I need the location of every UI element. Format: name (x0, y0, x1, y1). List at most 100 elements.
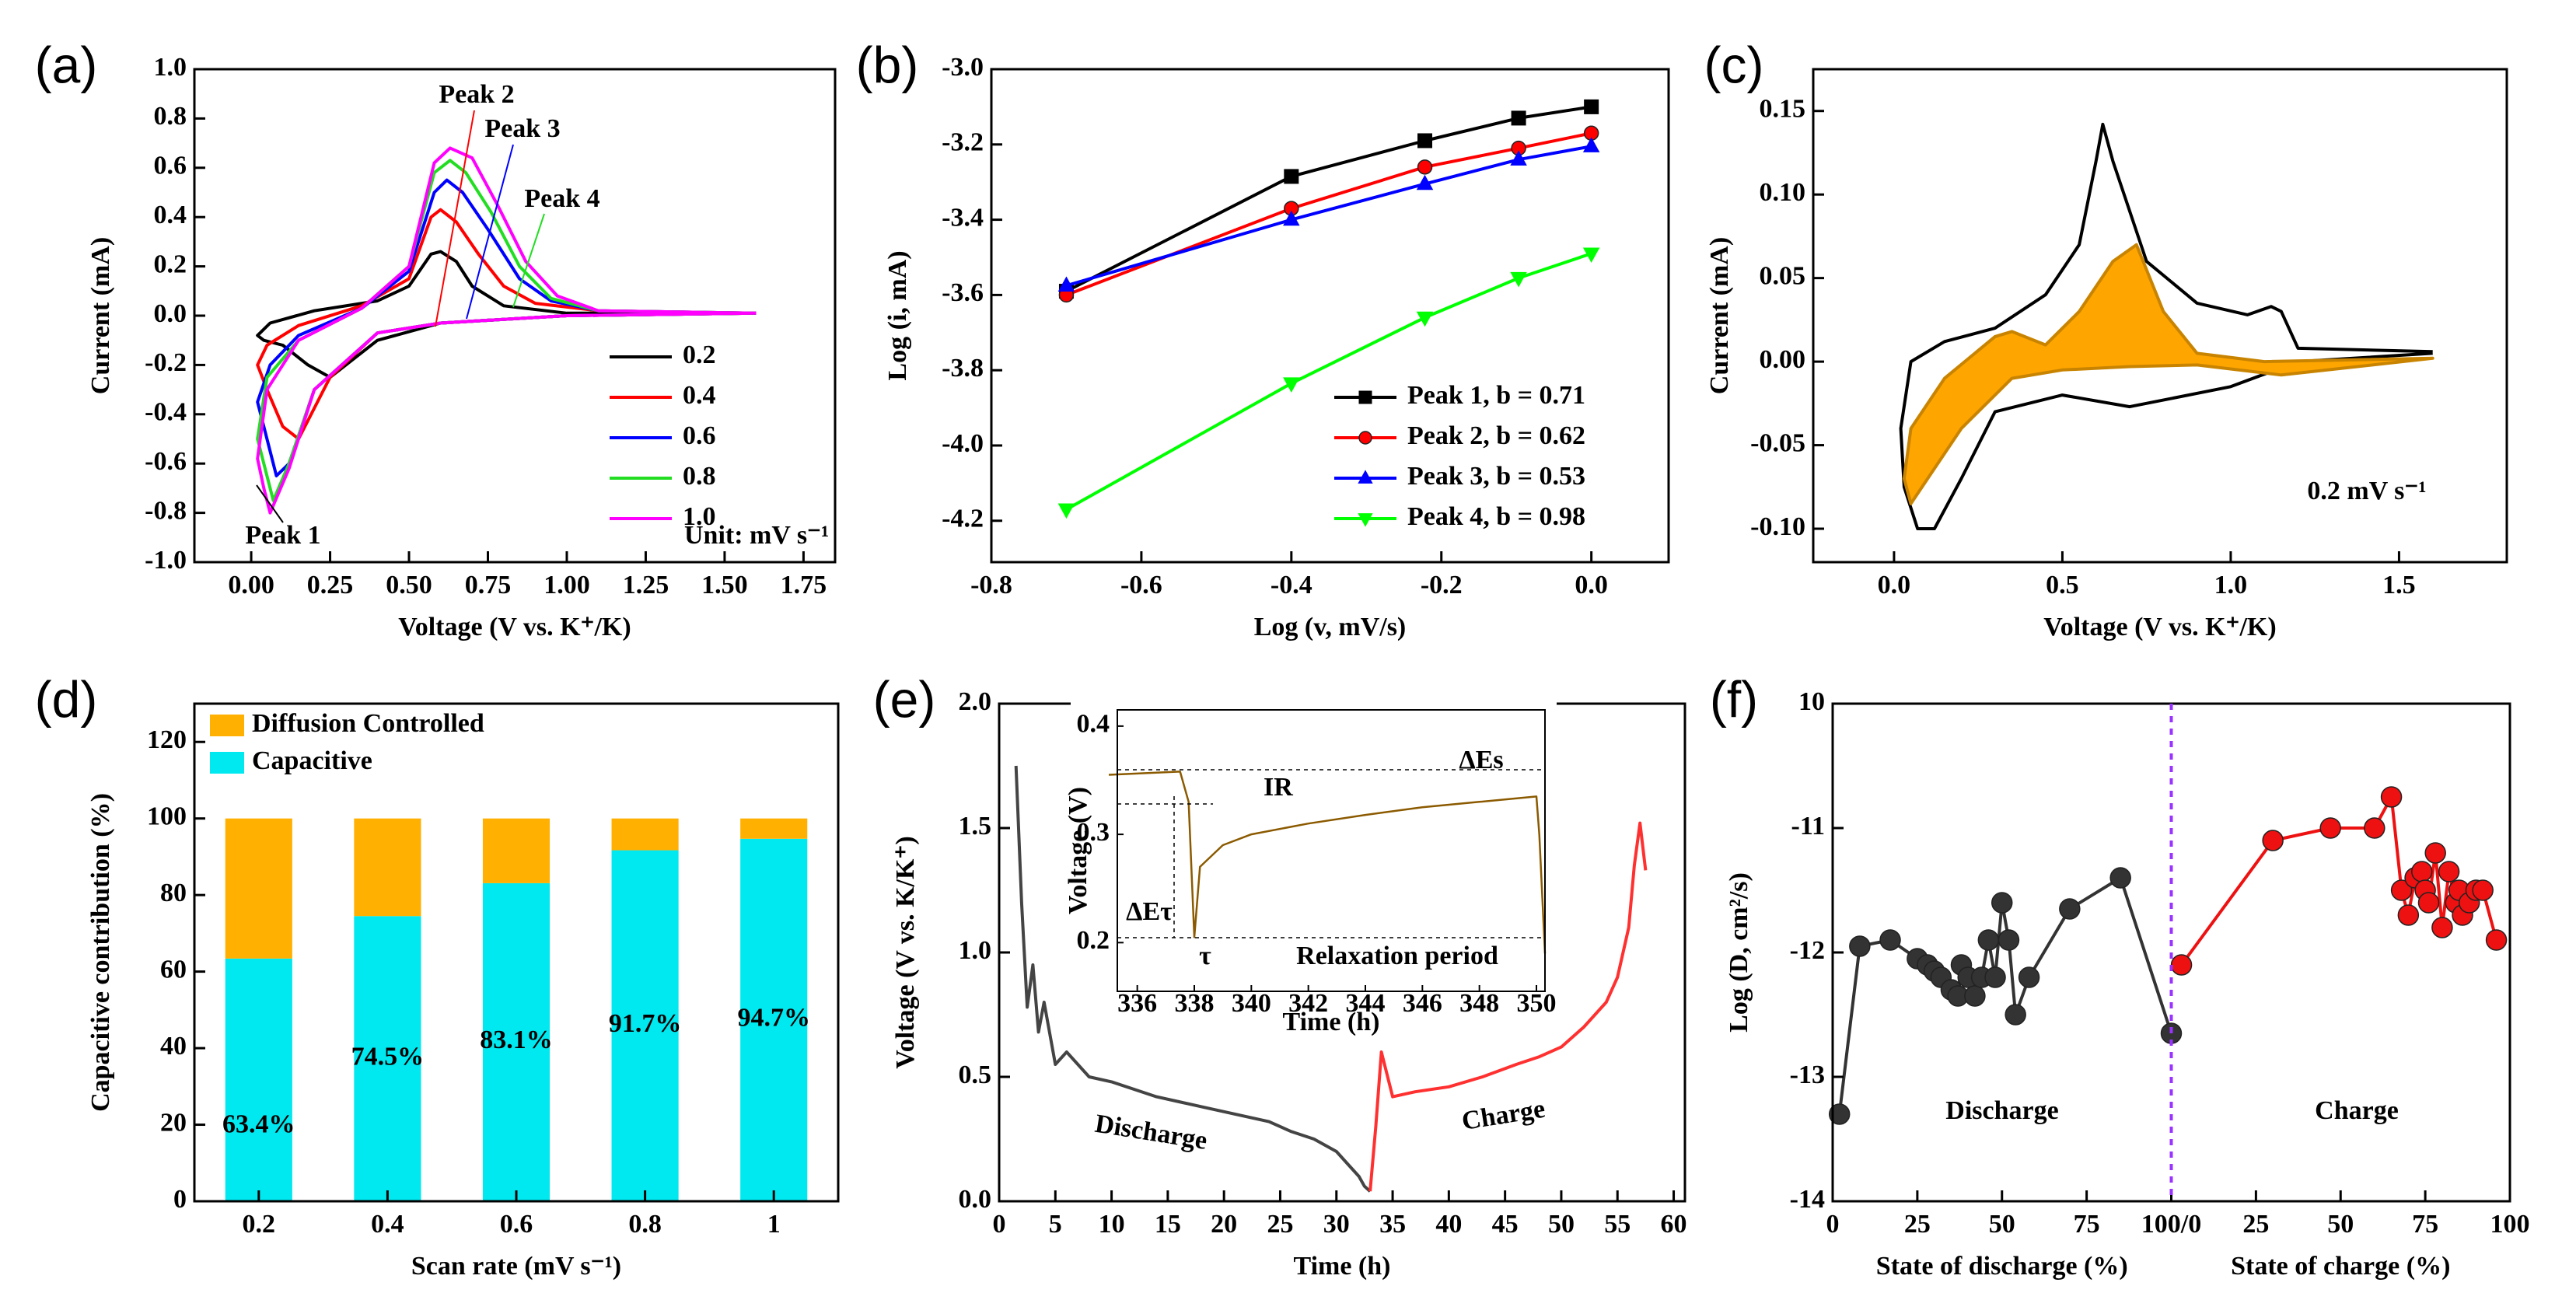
annotation: Discharge (1945, 1096, 2058, 1125)
marker (1510, 150, 1527, 166)
x-tick-label: 0 (1826, 1210, 1840, 1239)
legend-swatch (210, 715, 244, 736)
marker (2411, 861, 2433, 882)
marker (1057, 276, 1075, 292)
peak-arrow (256, 484, 284, 523)
x-tick-label: 20 (1211, 1210, 1237, 1239)
y-axis-label: Capacitive contribution (%) (86, 793, 115, 1112)
x-axis-label: Time (h) (1294, 1252, 1391, 1281)
annotation: Unit: mV s⁻¹ (684, 521, 829, 550)
legend-label: Peak 1, b = 0.71 (1407, 381, 1585, 410)
marker (1511, 110, 1526, 126)
marker (2262, 830, 2284, 851)
marker (1358, 470, 1373, 484)
x-tick-label: 25 (1904, 1210, 1931, 1239)
marker (1358, 431, 1372, 445)
y-tick-label: -11 (1791, 812, 1825, 840)
x-tick-label: 40 (1435, 1210, 1462, 1239)
marker (1991, 892, 2013, 914)
annotation: ΔEs (1459, 746, 1503, 774)
x2-axis-label: State of charge (%) (2231, 1252, 2450, 1281)
y-tick-label: -1.0 (145, 546, 187, 575)
marker (2390, 879, 2413, 901)
marker (2485, 929, 2508, 951)
y-tick-label: -0.6 (145, 447, 187, 476)
y-tick-label: 40 (160, 1032, 187, 1061)
y-tick-label: 120 (147, 725, 187, 754)
marker (1416, 311, 1434, 327)
x-tick-label: 340 (1232, 989, 1271, 1018)
bar-segment (354, 818, 421, 917)
panel-label: (f) (1710, 670, 1758, 728)
marker (1284, 169, 1299, 184)
plot-frame (1812, 68, 2508, 564)
legend-label: Peak 4, b = 0.98 (1407, 502, 1585, 531)
annotation: Relaxation period (1296, 942, 1498, 970)
annotation: Peak 4 (524, 184, 599, 213)
legend-label: 0.4 (683, 381, 716, 410)
marker (1977, 929, 2000, 951)
x-tick-label: -0.4 (1271, 571, 1312, 599)
y-axis-label: Voltage (V vs. K/K⁺) (891, 836, 920, 1068)
x-tick-label: 350 (1517, 989, 1557, 1018)
x-axis-label: Scan rate (mV s⁻¹) (411, 1252, 621, 1281)
marker (2364, 817, 2386, 839)
marker (1984, 966, 2006, 988)
x-tick-label: 0.75 (465, 571, 512, 599)
marker (2472, 879, 2494, 901)
marker (1057, 503, 1075, 519)
line (256, 146, 757, 515)
x-tick-label: 0.6 (500, 1210, 533, 1239)
y-tick-label: -3.2 (942, 128, 984, 157)
peak-arrow (512, 213, 545, 308)
panel-label: (c) (1704, 36, 1764, 93)
inset-background (1071, 702, 1557, 1038)
y-tick-label: 2.0 (959, 687, 992, 716)
y-tick-label: 0 (173, 1185, 187, 1214)
y-tick-label: 100 (147, 802, 187, 830)
y-tick-label: -3.0 (942, 53, 984, 82)
x-tick-label: 1.00 (544, 571, 590, 599)
x-axis-label: Voltage (V vs. K⁺/K) (398, 613, 631, 641)
y-tick-label: 0.5 (959, 1061, 992, 1089)
y-tick-label: 1.5 (959, 812, 992, 840)
annotation: Charge (2315, 1096, 2399, 1125)
marker (1358, 513, 1373, 527)
marker (2431, 917, 2453, 938)
y-tick-label: -0.05 (1750, 428, 1805, 457)
legend-label: Capacitive (252, 746, 372, 775)
annotation: Peak 3 (484, 114, 560, 143)
y-axis-label: Current (mA) (86, 237, 115, 394)
y-tick-label: 10 (1798, 687, 1825, 716)
bar-segment (611, 850, 679, 1201)
y-tick-label: 60 (160, 955, 187, 984)
x-axis-label: Voltage (V vs. K⁺/K) (2043, 613, 2276, 641)
x-tick-label: 1.75 (781, 571, 827, 599)
y-tick-label: -4.2 (942, 505, 984, 533)
x-tick-label: 75 (2074, 1210, 2100, 1239)
legend-label: Peak 3, b = 0.53 (1407, 462, 1585, 491)
x-tick-label: 100 (2490, 1210, 2530, 1239)
x-tick-label: 55 (1604, 1210, 1631, 1239)
marker (2438, 861, 2460, 882)
x-tick-label: 0.50 (386, 571, 432, 599)
x-tick-label: 25 (2242, 1210, 2269, 1239)
y-tick-label: 80 (160, 879, 187, 907)
line (1108, 771, 1547, 954)
x-tick-label: 5 (1049, 1210, 1062, 1239)
y-tick-label: 0.8 (154, 102, 187, 131)
y-tick-label: 0.00 (1760, 345, 1806, 374)
x-tick-label: 75 (2412, 1210, 2438, 1239)
x-tick-label: 30 (1323, 1210, 1350, 1239)
x-tick-label: 0.4 (371, 1210, 404, 1239)
x-tick-label: 346 (1403, 989, 1442, 1018)
marker (2397, 904, 2420, 926)
x-tick-label: 50 (2327, 1210, 2354, 1239)
x-tick-label: 25 (1267, 1210, 1293, 1239)
marker (1510, 271, 1527, 288)
marker (2424, 842, 2446, 864)
plot-frame (1117, 709, 1546, 992)
y-tick-label: 0.2 (1077, 926, 1110, 955)
x-tick-label: 35 (1379, 1210, 1406, 1239)
x-tick-label: 45 (1492, 1210, 1519, 1239)
